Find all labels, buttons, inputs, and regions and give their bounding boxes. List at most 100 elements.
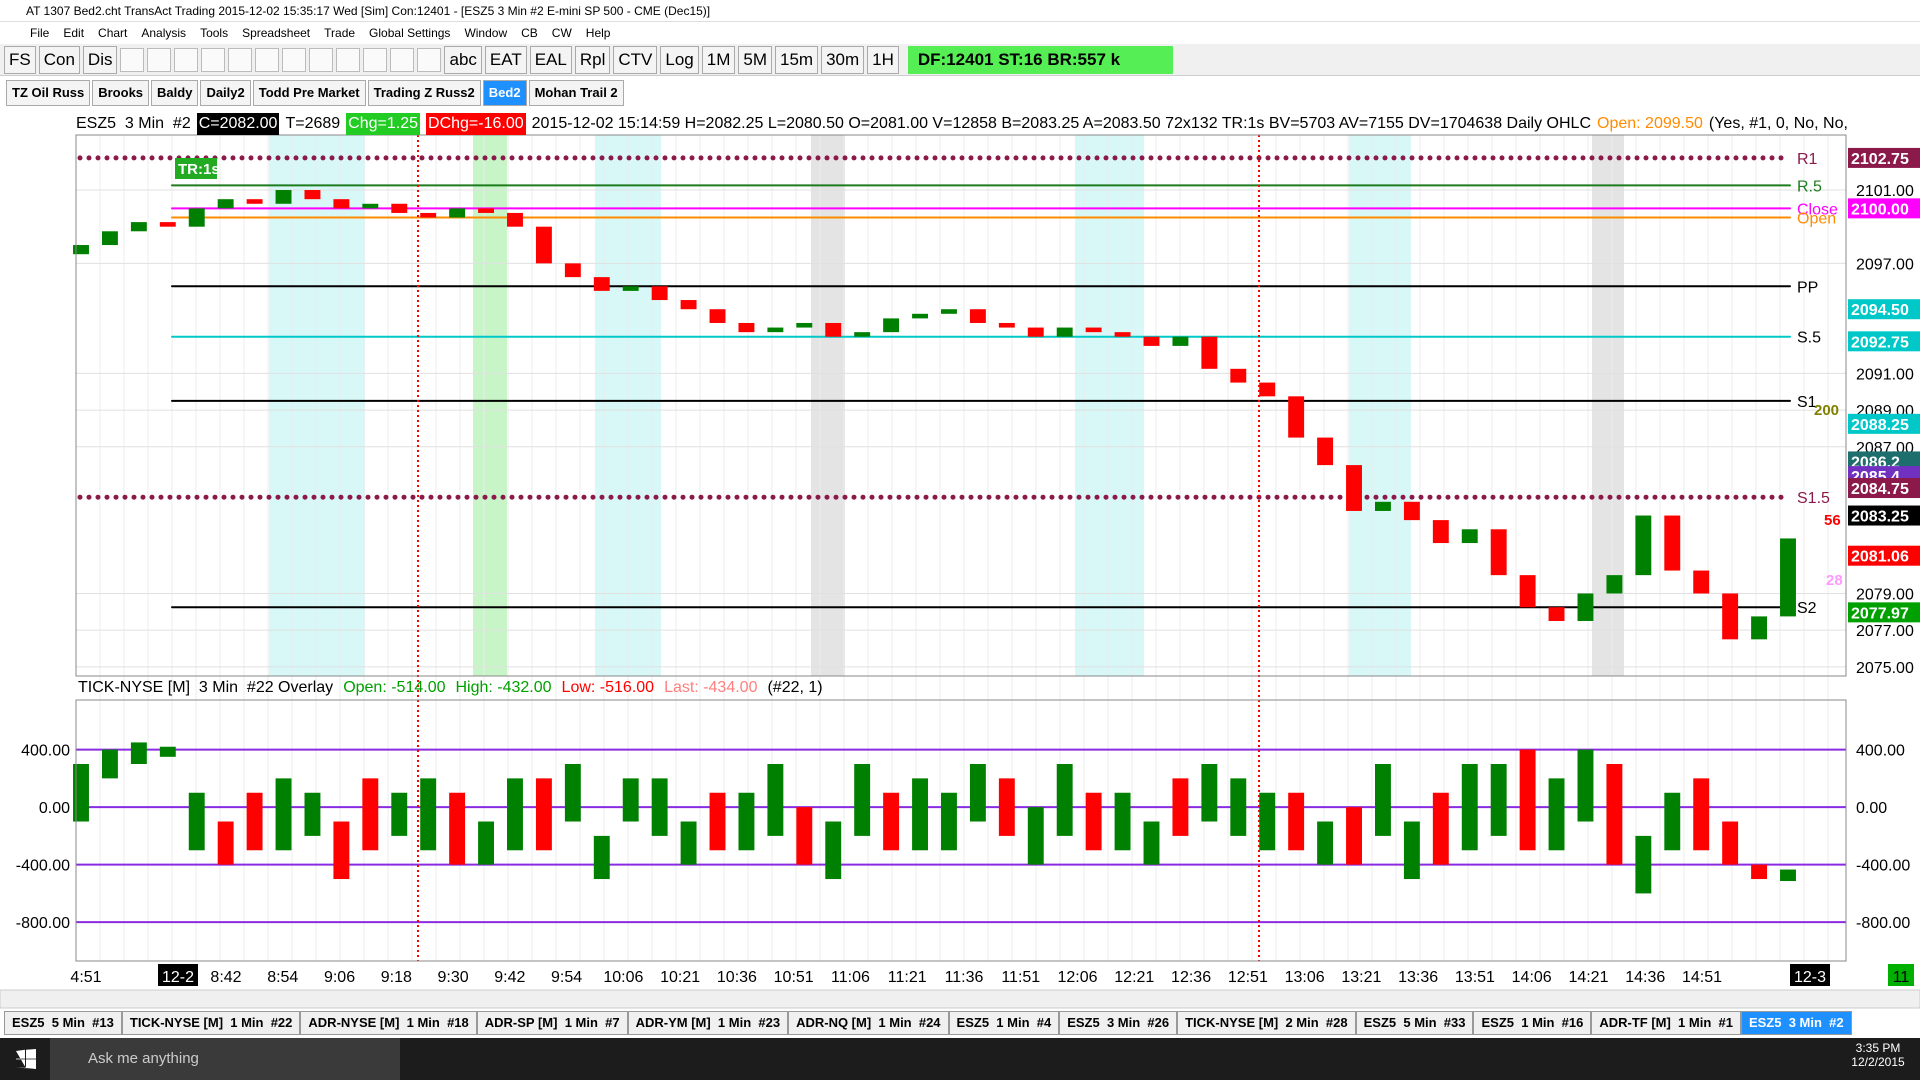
chart-tab[interactable]: Baldy (151, 80, 199, 106)
menu-item[interactable]: Tools (200, 26, 229, 40)
chart-tab[interactable]: TZ Oil Russ (6, 80, 91, 106)
x-tick-label: 10:21 (660, 969, 700, 986)
window-tab[interactable]: ESZ5 3 Min #2 (1740, 1011, 1852, 1035)
search-box[interactable]: Ask me anything (50, 1038, 400, 1080)
tool-icon[interactable] (255, 47, 280, 72)
toolbar-button[interactable]: 1M (701, 45, 736, 74)
menu-item[interactable]: Global Settings (369, 26, 451, 40)
candle-body (941, 792, 957, 851)
menu-item[interactable]: Help (585, 26, 611, 40)
chart-tab[interactable]: Daily2 (200, 80, 251, 106)
price-badge (1848, 478, 1920, 499)
start-button[interactable] (16, 1049, 36, 1069)
window-tab[interactable]: ESZ5 1 Min #16 (1473, 1011, 1592, 1035)
session-band (1075, 135, 1144, 676)
menu-item[interactable]: CB (521, 26, 538, 40)
x-tick-label: 12-2 (162, 969, 194, 986)
candle-body (73, 763, 89, 822)
toolbar-button[interactable]: CTV (613, 45, 658, 74)
window-tab[interactable]: ADR-SP [M] 1 Min #7 (476, 1011, 628, 1035)
tool-icon[interactable] (174, 47, 199, 72)
x-tick-label: 11:21 (888, 969, 927, 986)
tick-header: TICK-NYSE [M] 3 Min #22 Overlay Open: -5… (78, 677, 823, 699)
price-badge-label: 2081.06 (1851, 549, 1909, 566)
candle-body (304, 792, 321, 836)
menu-item[interactable]: File (30, 26, 50, 40)
candle-body (159, 222, 176, 227)
candle-body (449, 792, 466, 865)
window-tab[interactable]: ESZ5 3 Min #26 (1059, 1011, 1178, 1035)
window-tab[interactable]: ESZ5 1 Min #4 (948, 1011, 1060, 1035)
candle-body (507, 212, 523, 227)
toolbar-button[interactable]: 5M (738, 45, 772, 74)
tool-icon[interactable] (417, 47, 442, 72)
tool-icon[interactable] (363, 47, 388, 72)
toolbar-button[interactable]: Rpl (574, 45, 611, 74)
candle-body (1230, 778, 1247, 836)
menu-item[interactable]: Analysis (141, 26, 187, 40)
session-band (1592, 135, 1624, 676)
menu-item[interactable]: Edit (63, 26, 85, 40)
candle-body (969, 763, 986, 822)
tool-icon[interactable] (336, 47, 361, 72)
bottom-tabs: ESZ5 5 Min #13 TICK-NYSE [M] 1 Min #22 ADR… (4, 1011, 1852, 1035)
candle-body (1288, 792, 1305, 851)
tick-open: Open: -514.00 (343, 679, 446, 696)
x-tick-label: 14:06 (1512, 969, 1552, 986)
window-tab[interactable]: ADR-NQ [M] 1 Min #24 (788, 1011, 949, 1035)
tool-icon[interactable] (282, 47, 307, 72)
toolbar-button[interactable]: Dis (82, 45, 118, 74)
candle-body (622, 286, 639, 291)
tool-icon[interactable] (309, 47, 334, 72)
tool-icon[interactable] (201, 47, 226, 72)
candle-body (912, 313, 928, 319)
toolbar-button[interactable]: 15m (775, 45, 819, 74)
toolbar-button[interactable]: EAT (484, 45, 527, 74)
tool-icon[interactable] (120, 47, 145, 72)
close-field: C=2082.00 (196, 113, 280, 135)
symbol: ESZ5 3 Min #2 (76, 115, 191, 132)
y-tick-label: 2075.00 (1856, 660, 1914, 677)
x-tick-label: 9:30 (438, 969, 469, 986)
window-tab[interactable]: ADR-YM [M] 1 Min #23 (627, 1011, 789, 1035)
menu-item[interactable]: Chart (98, 26, 128, 40)
toolbar-button[interactable]: Log (660, 45, 699, 74)
x-tick-label: 8:42 (210, 969, 241, 986)
tool-icon[interactable] (147, 47, 172, 72)
price-badge-label: 2077.97 (1851, 605, 1909, 622)
candle-body (767, 327, 784, 333)
x-tick-label: 13:51 (1455, 969, 1495, 986)
chart-tab[interactable]: Mohan Trail 2 (528, 80, 624, 106)
tool-icon[interactable] (228, 47, 253, 72)
candle-body (883, 318, 900, 333)
window-tab[interactable]: TICK-NYSE [M] 2 Min #28 (1177, 1011, 1356, 1035)
menu-item[interactable]: Spreadsheet (242, 26, 311, 40)
menu-item[interactable]: Trade (324, 26, 356, 40)
chart-tab[interactable]: Todd Pre Market (252, 80, 366, 106)
x-tick-label: 14:51 (1682, 969, 1722, 986)
toolbar-button[interactable]: Con (38, 45, 80, 74)
toolbar-button[interactable]: FS (4, 45, 36, 74)
tool-icon[interactable] (390, 47, 415, 72)
window-tab[interactable]: ESZ5 5 Min #13 (4, 1011, 122, 1035)
title-bar: AT 1307 Bed2.cht TransAct Trading 2015-1… (0, 0, 1920, 22)
annotation: 200 (1814, 402, 1839, 419)
chart-tab[interactable]: Bed2 (482, 80, 527, 106)
menu-item[interactable]: CW (551, 26, 572, 40)
menu-item[interactable]: Window (464, 26, 508, 40)
window-tab[interactable]: ADR-NYSE [M] 1 Min #18 (300, 1011, 477, 1035)
window-tab[interactable]: ESZ5 5 Min #33 (1355, 1011, 1474, 1035)
toolbar-button[interactable]: EAL (529, 45, 572, 74)
price-badge-label: 2084.75 (1851, 481, 1909, 498)
toolbar-button[interactable]: 30m (821, 45, 865, 74)
chart-tab[interactable]: Trading Z Russ2 (367, 80, 481, 106)
candle-body (362, 778, 379, 851)
x-tick-label: 10:06 (603, 969, 643, 986)
toolbar-button[interactable]: 1H (867, 45, 899, 74)
chart-tab[interactable]: Brooks (92, 80, 150, 106)
price-badge (1848, 413, 1920, 434)
toolbar-button[interactable]: abc (444, 45, 482, 74)
window-tab[interactable]: ADR-TF [M] 1 Min #1 (1591, 1011, 1741, 1035)
window-tab[interactable]: TICK-NYSE [M] 1 Min #22 (121, 1011, 301, 1035)
